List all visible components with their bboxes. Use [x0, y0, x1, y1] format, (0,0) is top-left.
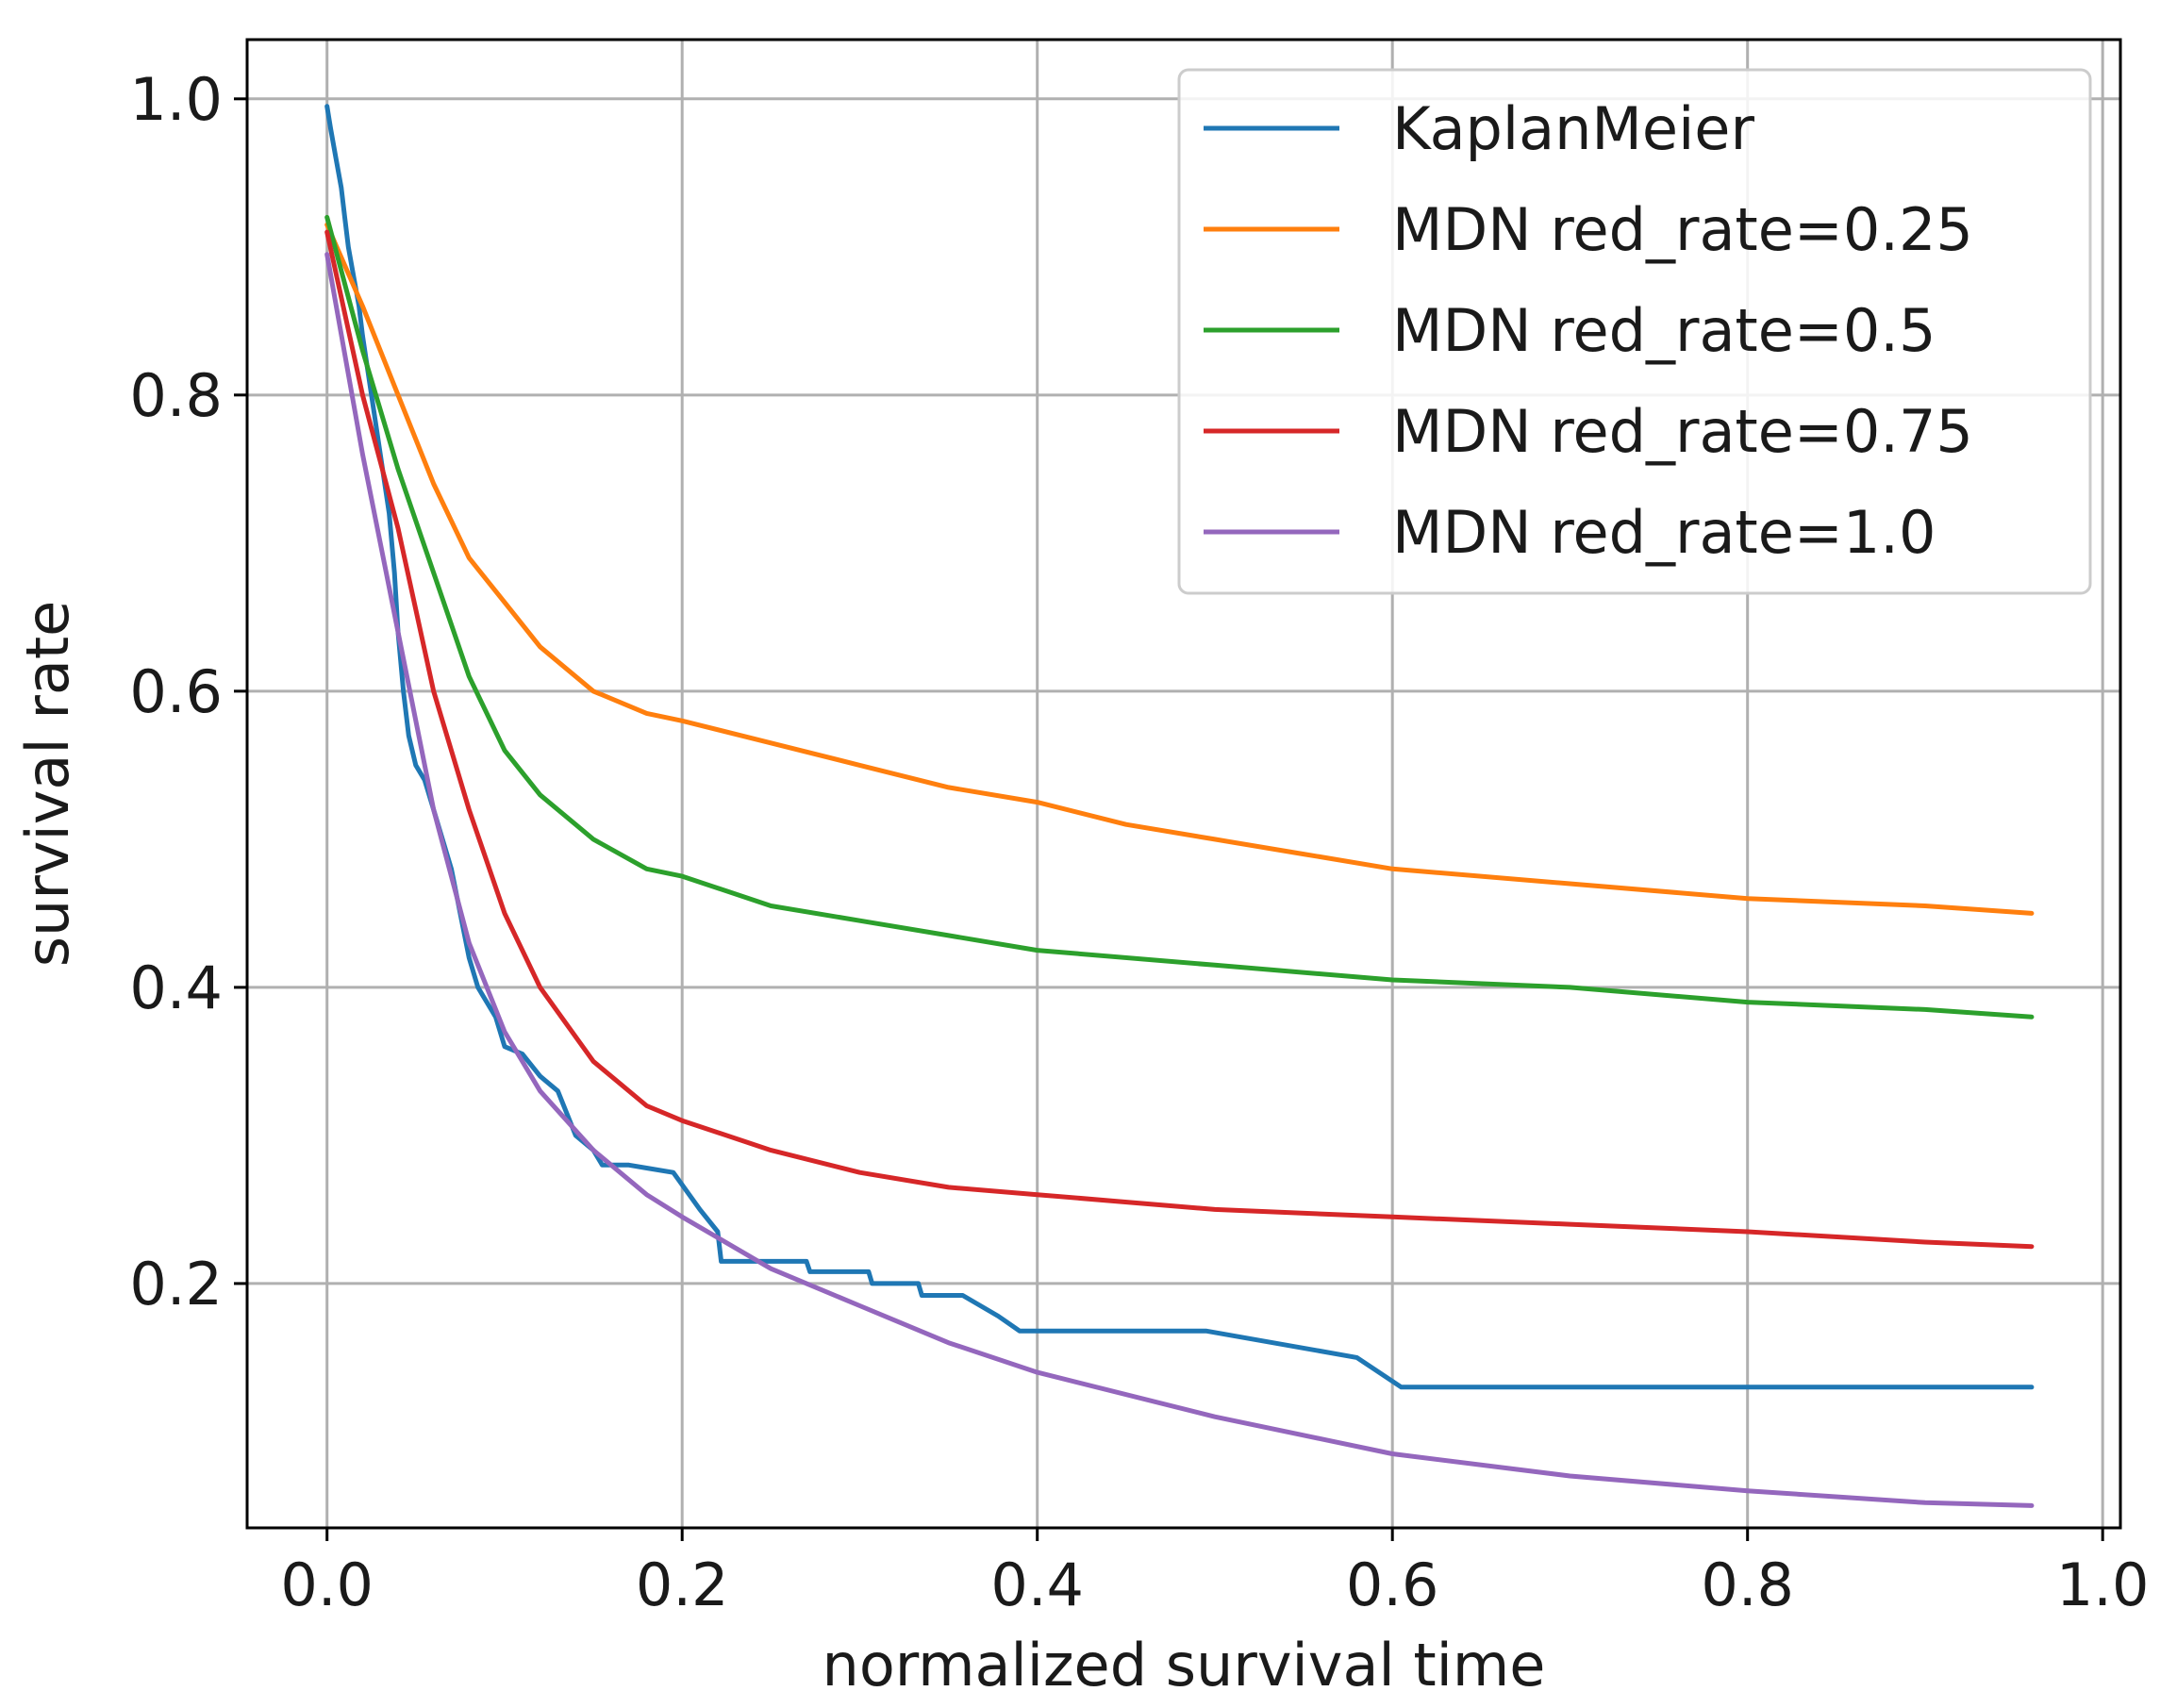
x-tick-label: 0.2 — [636, 1550, 729, 1619]
legend-entry-label: MDN red_rate=0.75 — [1392, 397, 1973, 466]
legend: KaplanMeier MDN red_rate=0.25 MDN red_rate… — [1177, 68, 2092, 595]
x-tick-label: 0.0 — [280, 1550, 374, 1619]
series-line-2 — [324, 214, 2035, 1020]
plot-frame — [245, 38, 2122, 1530]
series-line-1 — [324, 222, 2035, 916]
x-tick-label: 0.6 — [1346, 1550, 1439, 1619]
series-lines — [324, 104, 2035, 1508]
x-axis-ticks: 0.0 0.2 0.4 0.6 0.8 1.0 — [280, 1528, 2149, 1619]
x-tick-label: 0.8 — [1701, 1550, 1794, 1619]
y-tick-label: 0.4 — [129, 953, 223, 1022]
x-axis-label: normalized survival time — [823, 1631, 1546, 1700]
y-tick-label: 0.8 — [129, 361, 223, 430]
y-axis-ticks: 0.2 0.4 0.6 0.8 1.0 — [129, 65, 247, 1318]
x-tick-label: 0.4 — [990, 1550, 1084, 1619]
series-line-4 — [324, 252, 2035, 1508]
legend-box — [1177, 68, 2092, 595]
legend-entry-label: MDN red_rate=0.5 — [1392, 296, 1936, 365]
legend-entry-label: MDN red_rate=1.0 — [1392, 498, 1936, 567]
series-line-3 — [324, 229, 2035, 1250]
y-tick-label: 1.0 — [129, 65, 223, 134]
y-tick-label: 0.6 — [129, 657, 223, 726]
x-tick-label: 1.0 — [2056, 1550, 2150, 1619]
y-axis-label: survival rate — [13, 601, 82, 968]
y-tick-label: 0.2 — [129, 1250, 223, 1318]
legend-entry-label: MDN red_rate=0.25 — [1392, 195, 1973, 264]
legend-entry-label: KaplanMeier — [1392, 94, 1754, 163]
